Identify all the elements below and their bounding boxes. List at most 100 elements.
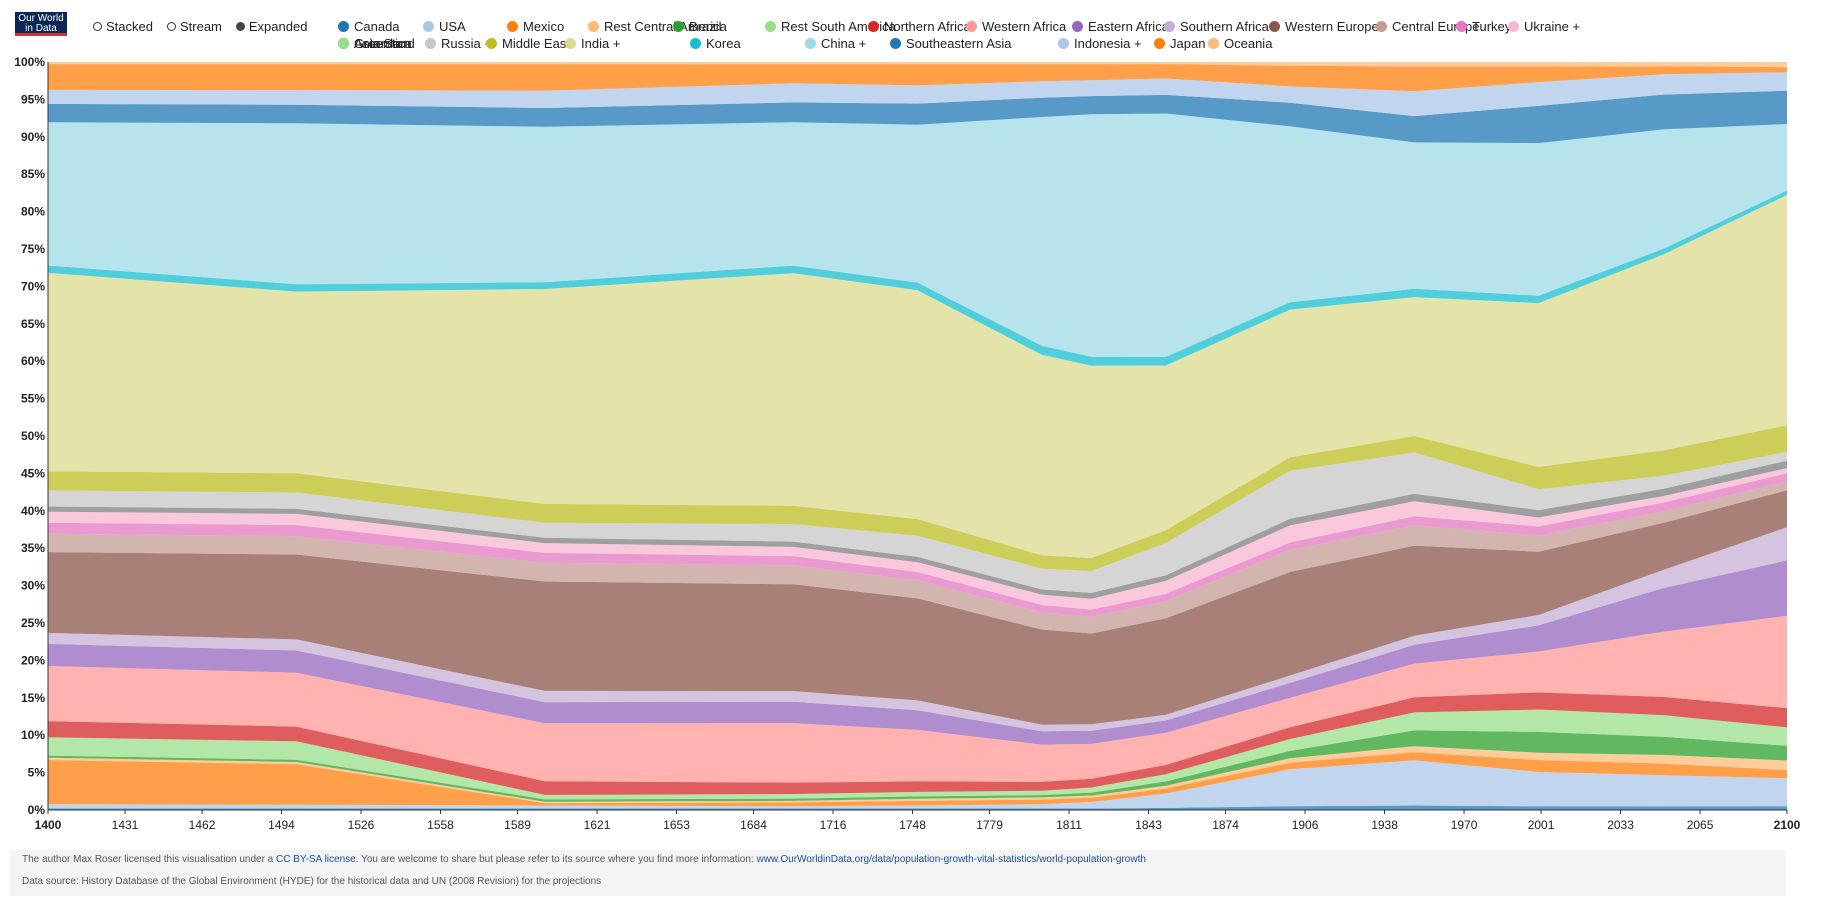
legend-label-mexico: Mexico [523, 19, 565, 34]
area-central-europe[interactable] [48, 481, 1787, 634]
legend-label-western-africa: Western Africa [982, 19, 1067, 34]
x-tick-label: 1938 [1371, 818, 1398, 832]
legend-swatch-rest-central-america [588, 21, 599, 32]
legend-label-china: China + [821, 36, 867, 51]
x-tick-label: 2033 [1607, 818, 1634, 832]
legend-item-western-europe[interactable]: Western Europe [1269, 19, 1379, 34]
area-oceania[interactable] [48, 62, 1787, 68]
chart-mode-selector: Stacked Stream Expanded [93, 19, 307, 34]
mode-stacked-label: Stacked [106, 19, 153, 34]
legend-item-middle-east[interactable]: Middle East [486, 36, 570, 51]
area-southern-africa[interactable] [48, 527, 1787, 732]
legend-item-western-africa[interactable]: Western Africa [966, 19, 1066, 34]
legend-item-korea[interactable]: Korea [690, 36, 741, 51]
legend-label-turkey: Turkey [1472, 19, 1512, 34]
area-southeastern-asia[interactable] [48, 90, 1787, 144]
mode-expanded[interactable]: Expanded [235, 19, 307, 34]
area-china[interactable] [48, 113, 1787, 357]
mode-stacked[interactable]: Stacked [93, 19, 153, 34]
legend-swatch-antarctica [338, 38, 349, 49]
area-western-africa[interactable] [48, 615, 1787, 783]
our-world-in-data-logo[interactable]: Our World in Data [15, 12, 67, 36]
stream-radio[interactable] [166, 22, 176, 31]
legend-swatch-indonesia [1058, 38, 1069, 49]
legend-item-indonesia[interactable]: Indonesia + [1058, 36, 1142, 51]
legend-label-rest-south-america: Rest South America [781, 19, 896, 34]
logo-line-2: in Data [25, 23, 57, 34]
mode-stream-label: Stream [179, 19, 222, 34]
legend-item-southern-africa[interactable]: Southern Africa [1164, 19, 1269, 34]
legend-item-china[interactable]: China + [805, 36, 866, 51]
x-tick-label: 1526 [348, 818, 375, 832]
legend-swatch-brazil [673, 21, 684, 32]
area-northern-africa[interactable] [48, 692, 1787, 795]
mode-stream[interactable]: Stream [166, 19, 222, 34]
legend-swatch-rest-south-america [765, 21, 776, 32]
area-japan[interactable] [48, 64, 1787, 92]
area-usa[interactable] [48, 760, 1787, 809]
source-link[interactable]: www.OurWorldinData.org/data/population-g… [756, 854, 1146, 865]
expanded-radio[interactable] [235, 22, 245, 31]
legend-item-japan[interactable]: Japan [1154, 36, 1205, 51]
legend-item-eastern-africa[interactable]: Eastern Africa [1072, 19, 1169, 34]
area-brazil[interactable] [48, 730, 1787, 802]
area-india[interactable] [48, 194, 1787, 558]
area-turkey[interactable] [48, 473, 1787, 617]
legend-label-southeastern-asia: Southeastern Asia [906, 36, 1012, 51]
legend-item-antarctica[interactable]: Antarctica [338, 36, 412, 51]
data-source-line: Data source: History Database of the Glo… [22, 876, 602, 887]
y-tick-label: 85% [21, 167, 45, 181]
legend-item-brazil[interactable]: Brazil [673, 19, 722, 34]
legend-item-canada[interactable]: Canada [338, 19, 400, 34]
area-chart: 0% 5% 10% 15% 20% 25% 30% 35% 40% 45% 50% 55% 60% 65%… [14, 55, 1800, 832]
legend-item-mexico[interactable]: Mexico [507, 19, 564, 34]
footer: The author Max Roser licensed this visua… [10, 850, 1786, 896]
legend-item-ukraine[interactable]: Ukraine + [1508, 19, 1580, 34]
legend-item-oceania[interactable]: Oceania [1208, 36, 1272, 51]
legend-item-rest-central-america[interactable]: Rest Central America [588, 19, 727, 34]
license-prefix: The author Max Roser licensed this visua… [22, 854, 274, 865]
legend-item-rest-south-america[interactable]: Rest South America [765, 19, 896, 34]
legend-swatch-western-africa [966, 21, 977, 32]
area-eastern-africa[interactable] [48, 560, 1787, 745]
x-tick-label: 1558 [427, 818, 454, 832]
area-middle-east[interactable] [48, 425, 1787, 572]
area-indonesia[interactable] [48, 72, 1787, 117]
y-tick-label: 35% [21, 541, 45, 555]
legend-swatch-japan [1154, 38, 1165, 49]
y-tick-label: 100% [14, 55, 45, 69]
y-tick-label: 15% [21, 691, 45, 705]
x-tick-label: 1621 [584, 818, 611, 832]
legend-label-western-europe: Western Europe [1285, 19, 1379, 34]
area-rest-south-america[interactable] [48, 709, 1787, 800]
legend-swatch-northern-africa [868, 21, 879, 32]
legend-label-russia: Russia + [441, 36, 492, 51]
x-tick-label: 1970 [1451, 818, 1478, 832]
license-link[interactable]: CC BY-SA license [276, 854, 356, 865]
area-canada[interactable] [48, 805, 1787, 811]
y-tick-label: 60% [21, 354, 45, 368]
legend-swatch-russia [425, 38, 436, 49]
area-western-europe[interactable] [48, 490, 1787, 725]
legend-item-usa[interactable]: USA [423, 19, 466, 34]
area-russia[interactable] [48, 451, 1787, 593]
legend-label-asia-stan: Asia-Stan [354, 36, 411, 51]
y-tick-label: 20% [21, 653, 45, 667]
legend-swatch-southeastern-asia [890, 38, 901, 49]
legend-swatch-turkey [1456, 21, 1467, 32]
legend-item-northern-africa[interactable]: Northern Africa [868, 19, 971, 34]
x-tick-label: 1653 [663, 818, 690, 832]
y-tick-label: 75% [21, 242, 45, 256]
legend-swatch-western-europe [1269, 21, 1280, 32]
legend-item-southeastern-asia[interactable]: Southeastern Asia [890, 36, 1012, 51]
legend-item-russia[interactable]: Russia + [425, 36, 492, 51]
stacked-radio[interactable] [93, 22, 102, 31]
legend-swatch-eastern-africa [1072, 21, 1083, 32]
y-tick-label: 0% [28, 803, 46, 817]
y-tick-label: 40% [21, 504, 45, 518]
legend-item-turkey[interactable]: Turkey [1456, 19, 1511, 34]
y-tick-label: 25% [21, 616, 45, 630]
legend-item-india[interactable]: India + [565, 36, 620, 51]
x-tick-label: 1811 [1056, 818, 1082, 832]
area-mexico[interactable] [48, 752, 1787, 807]
